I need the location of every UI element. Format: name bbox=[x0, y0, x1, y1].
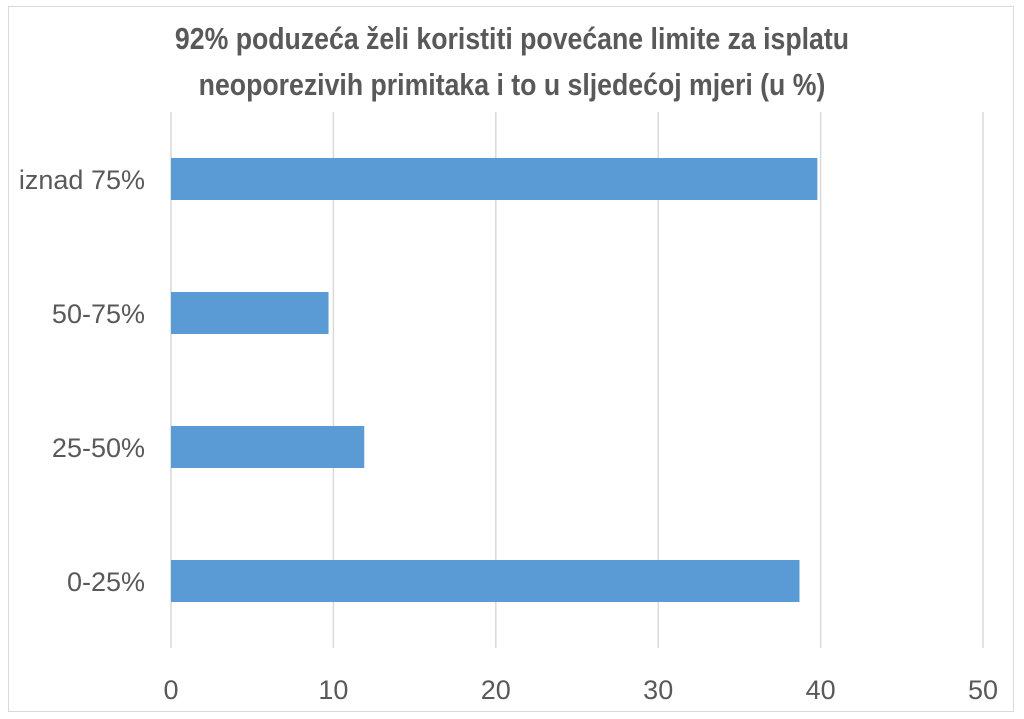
x-tick-labels: 0 10 20 30 40 50 bbox=[163, 675, 998, 705]
gridlines bbox=[170, 112, 984, 648]
category-label-iznad-75: iznad 75% bbox=[19, 165, 145, 195]
bar-0-25 bbox=[171, 560, 800, 602]
chart-title-line-1: 92% poduzeća želi koristiti povećane lim… bbox=[174, 21, 850, 56]
bar-iznad-75 bbox=[171, 158, 818, 200]
category-label-25-50: 25-50% bbox=[52, 433, 145, 463]
chart-title-line-2: neoporezivih primitaka i to u sljedećoj … bbox=[198, 67, 826, 102]
category-label-0-25: 0-25% bbox=[67, 567, 145, 597]
x-tick-label-0: 0 bbox=[163, 675, 178, 705]
bar-25-50 bbox=[171, 426, 365, 468]
x-tick-label-30: 30 bbox=[643, 675, 673, 705]
x-tick-label-50: 50 bbox=[968, 675, 998, 705]
x-tick-label-10: 10 bbox=[318, 675, 348, 705]
x-tick-label-20: 20 bbox=[481, 675, 511, 705]
category-label-50-75: 50-75% bbox=[52, 299, 145, 329]
x-tick-label-40: 40 bbox=[806, 675, 836, 705]
bar-50-75 bbox=[171, 292, 329, 334]
category-labels: iznad 75% 50-75% 25-50% 0-25% bbox=[19, 165, 145, 597]
bars bbox=[171, 158, 818, 602]
chart-title: 92% poduzeća želi koristiti povećane lim… bbox=[72, 16, 953, 108]
